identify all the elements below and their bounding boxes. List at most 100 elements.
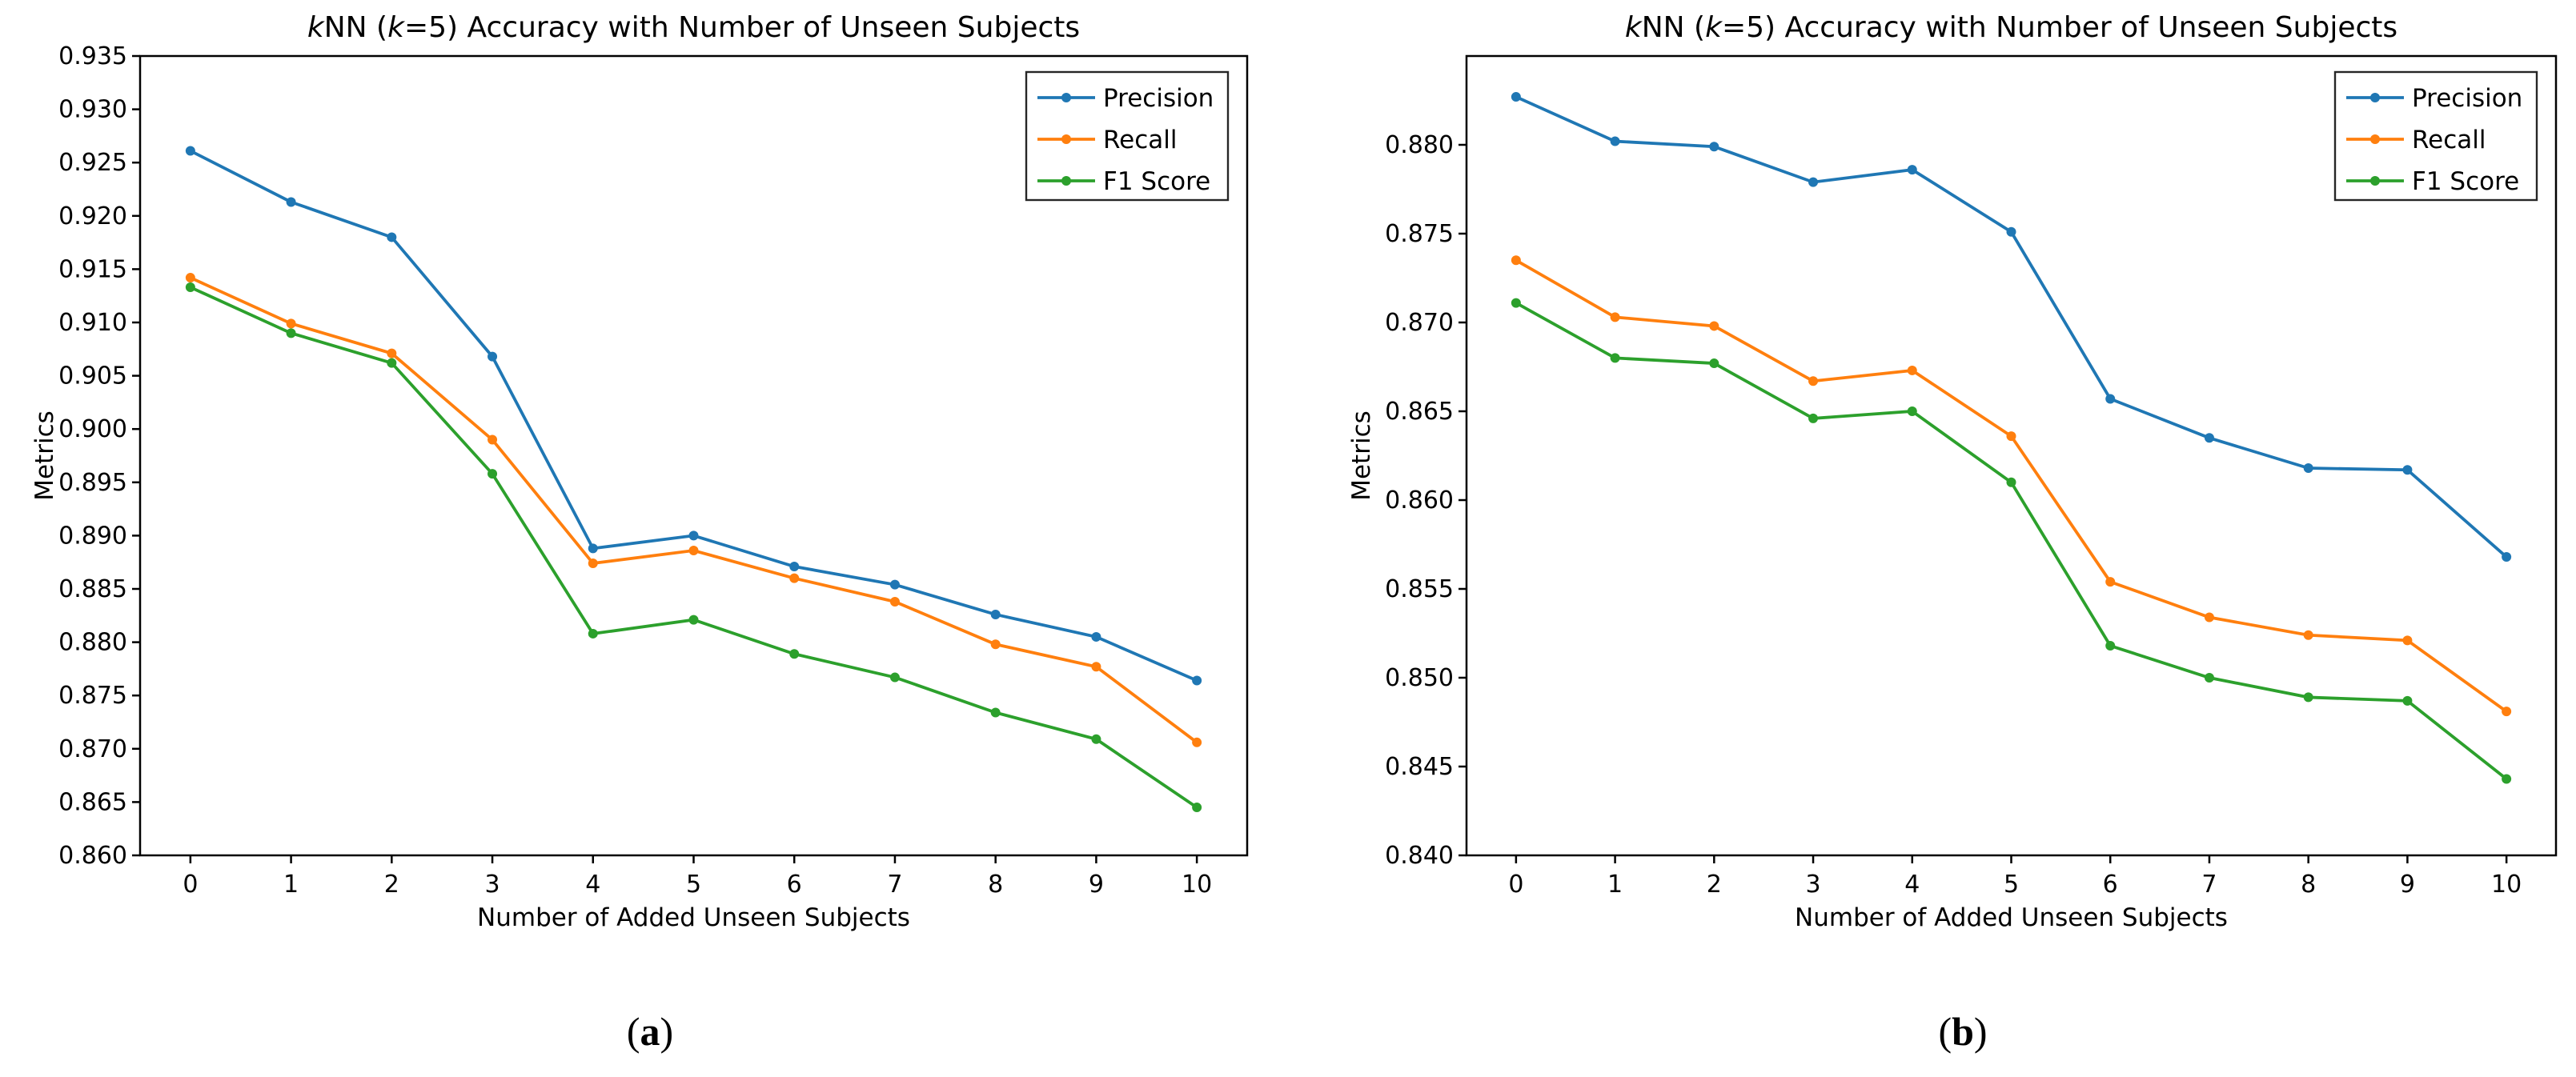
data-point-marker [688, 546, 699, 556]
data-point-marker [185, 282, 195, 293]
data-point-marker [990, 639, 1001, 650]
x-tick-label: 8 [2301, 871, 2316, 899]
data-point-marker [1709, 358, 1719, 369]
y-tick-label: 0.875 [1385, 220, 1454, 248]
x-tick-label: 4 [585, 871, 600, 899]
data-point-marker [588, 559, 598, 569]
data-point-marker [286, 328, 296, 338]
data-point-marker [1091, 734, 1101, 744]
y-tick-label: 0.915 [58, 255, 127, 283]
legend-box [1025, 70, 1230, 202]
chart-title: kNN (k=5) Accuracy with Number of Unseen… [307, 11, 1080, 44]
y-tick-label: 0.870 [1385, 309, 1454, 337]
y-tick-label: 0.900 [58, 415, 127, 443]
data-point-marker [1091, 631, 1101, 642]
x-tick-label: 1 [1607, 871, 1623, 899]
data-point-marker [1907, 365, 1917, 375]
x-tick-label: 0 [1508, 871, 1523, 899]
data-point-marker [2204, 612, 2214, 623]
subfigure-b: 0 1 2 3 4 5 6 7 8 9 10 0.840 0.845 0.850 0.855 0.860 0.8… [1288, 0, 2576, 1077]
y-tick-label: 0.860 [58, 842, 127, 870]
data-point-marker [789, 573, 800, 583]
data-point-marker [387, 358, 397, 368]
data-point-marker [286, 197, 296, 207]
subfigure-a: 0 1 2 3 4 5 6 7 8 9 10 0.860 0.865 0.870 0.875 0.880 0.8… [30, 11, 1249, 1054]
data-point-marker [2105, 394, 2116, 404]
data-point-marker [2402, 695, 2413, 706]
data-point-marker [1192, 737, 1202, 747]
y-tick-label: 0.865 [58, 788, 127, 816]
x-tick-label: 9 [2400, 871, 2415, 899]
legend-marker-icon [1061, 176, 1071, 186]
data-point-marker [2006, 431, 2016, 442]
legend-box [2333, 70, 2538, 202]
data-point-marker [588, 628, 598, 639]
data-point-marker [387, 232, 397, 242]
data-point-marker [387, 348, 397, 358]
legend-marker-icon [1061, 134, 1071, 144]
y-tick-label: 0.935 [58, 42, 127, 70]
y-tick-label: 0.880 [1385, 131, 1454, 159]
data-point-marker [2502, 707, 2512, 717]
y-tick-label: 0.865 [1385, 398, 1454, 426]
data-point-marker [2502, 552, 2512, 563]
data-point-marker [1808, 413, 1819, 423]
data-point-marker [990, 609, 1001, 619]
data-point-marker [2204, 433, 2214, 443]
x-tick-label: 2 [1707, 871, 1722, 899]
x-tick-label: 5 [686, 871, 701, 899]
x-tick-label: 7 [887, 871, 902, 899]
data-point-marker [2402, 465, 2413, 475]
data-point-marker [1709, 142, 1719, 152]
legend-marker-icon [2370, 176, 2380, 186]
x-tick-label: 0 [183, 871, 198, 899]
data-point-marker [286, 318, 296, 329]
data-point-marker [1091, 662, 1101, 672]
data-point-marker [1709, 321, 1719, 331]
x-tick-label: 6 [2103, 871, 2118, 899]
x-tick-label: 6 [787, 871, 802, 899]
legend-label: Precision [1103, 84, 1214, 113]
legend-label: Recall [2412, 126, 2486, 154]
y-tick-label: 0.930 [58, 96, 127, 124]
y-tick-label: 0.925 [58, 149, 127, 177]
legend-label: Precision [2412, 84, 2522, 113]
x-tick-label: 5 [2004, 871, 2019, 899]
y-tick-label: 0.890 [58, 522, 127, 550]
legend-label: F1 Score [1103, 167, 1210, 196]
y-tick-label: 0.895 [58, 469, 127, 497]
data-point-marker [1511, 92, 1521, 102]
x-tick-label: 3 [484, 871, 500, 899]
x-tick-label: 9 [1089, 871, 1104, 899]
y-tick-label: 0.880 [58, 629, 127, 657]
x-tick-label: 4 [1904, 871, 1920, 899]
y-tick-label: 0.910 [58, 309, 127, 337]
data-point-marker [688, 530, 699, 541]
data-point-marker [789, 562, 800, 572]
legend-marker-icon [2370, 93, 2380, 102]
data-point-marker [2502, 774, 2512, 784]
data-point-marker [990, 707, 1001, 718]
data-point-marker [2303, 630, 2313, 640]
data-point-marker [588, 543, 598, 554]
data-point-marker [2006, 226, 2016, 237]
data-point-marker [488, 469, 498, 479]
chart-title: kNN (k=5) Accuracy with Number of Unseen… [1625, 11, 2397, 44]
x-axis-label: Number of Added Unseen Subjects [1795, 903, 2228, 932]
y-tick-label: 0.875 [58, 682, 127, 710]
chart-a-knn-accuracy: 0 1 2 3 4 5 6 7 8 9 10 0.860 0.865 0.870 0.875 0.880 0.8… [30, 11, 1249, 1054]
chart-b-knn-accuracy: 0 1 2 3 4 5 6 7 8 9 10 0.840 0.845 0.850 0.855 0.860 0.8… [1347, 11, 2558, 1054]
data-point-marker [2204, 673, 2214, 683]
data-point-marker [2303, 692, 2313, 703]
data-point-marker [2303, 463, 2313, 474]
y-tick-label: 0.840 [1385, 842, 1454, 870]
data-point-marker [185, 146, 195, 156]
data-point-marker [488, 351, 498, 362]
y-tick-label: 0.855 [1385, 575, 1454, 603]
data-point-marker [1192, 675, 1202, 686]
y-tick-label: 0.905 [58, 362, 127, 390]
data-point-marker [1192, 803, 1202, 813]
data-point-marker [1610, 312, 1620, 322]
x-tick-label: 3 [1805, 871, 1820, 899]
